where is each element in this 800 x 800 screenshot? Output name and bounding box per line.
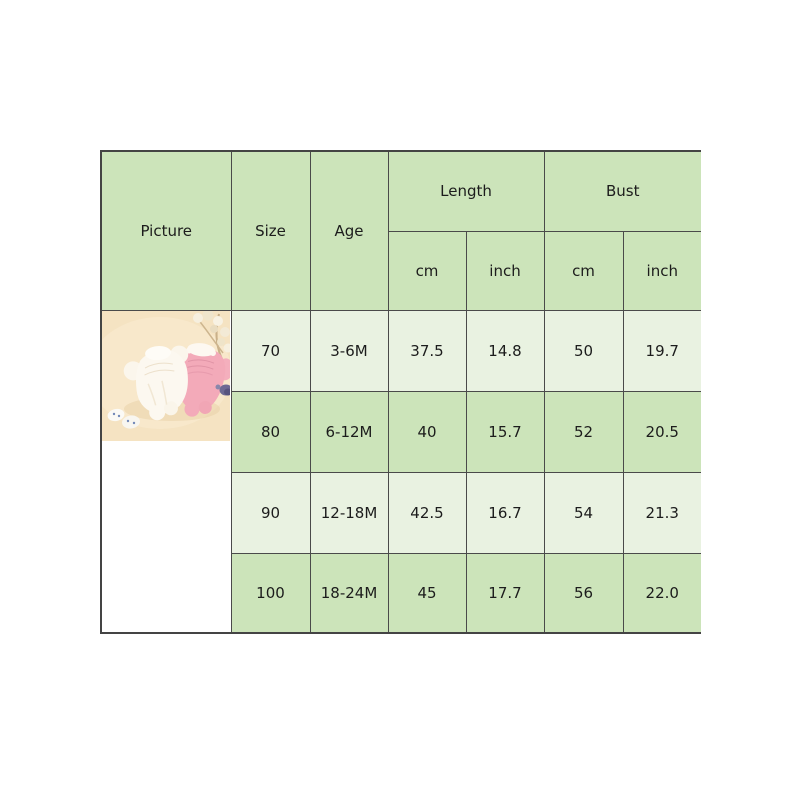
cell-age: 3-6M (309, 309, 389, 392)
header-age: Age (309, 150, 389, 311)
header-length-group: Length (387, 150, 545, 232)
cell-bust-cm: 52 (543, 390, 624, 473)
cell-bust-cm: 56 (543, 552, 624, 634)
baby-rompers-photo (102, 311, 230, 441)
table-row-size-100: 100 18-24M 45 17.7 56 22.0 (101, 552, 701, 634)
cell-age: 12-18M (309, 471, 389, 554)
table-row-size-90: 90 12-18M 42.5 16.7 54 21.3 (101, 471, 701, 554)
cell-size: 80 (230, 390, 311, 473)
cell-length-cm: 45 (387, 552, 467, 634)
cell-bust-inch: 21.3 (622, 471, 701, 554)
cell-bust-cm: 50 (543, 309, 624, 392)
cell-age: 18-24M (309, 552, 389, 634)
header-bust-cm: cm (543, 230, 624, 311)
cell-size: 100 (230, 552, 311, 634)
header-row-units: cm inch cm inch (101, 230, 701, 311)
cell-length-inch: 17.7 (465, 552, 545, 634)
table-row-size-80: 80 6-12M 40 15.7 52 20.5 (101, 390, 701, 473)
baby-shoes (107, 408, 140, 429)
cell-length-cm: 37.5 (387, 309, 467, 392)
header-row-groups: Picture Size Age Length Bust (100, 150, 701, 311)
cell-length-inch: 16.7 (465, 471, 545, 554)
header-size: Size (230, 150, 311, 311)
table-row-size-70: 70 3-6M 37.5 14.8 50 19.7 (100, 309, 701, 634)
white-romper (123, 345, 189, 420)
cell-bust-cm: 54 (543, 471, 624, 554)
cell-age: 6-12M (309, 390, 389, 473)
cell-bust-inch: 20.5 (622, 390, 701, 473)
cell-bust-inch: 19.7 (622, 309, 701, 392)
header-bust-group: Bust (543, 150, 701, 232)
size-chart-table: Picture Size Age Length Bust cm inch cm … (100, 150, 701, 634)
cell-size: 70 (230, 309, 311, 392)
purple-accessory (215, 384, 230, 395)
header-length-cm: cm (387, 230, 467, 311)
header-bust-inch: inch (622, 230, 701, 311)
cell-size: 90 (230, 471, 311, 554)
cell-bust-inch: 22.0 (622, 552, 701, 634)
header-length-inch: inch (465, 230, 545, 311)
pink-romper (170, 342, 230, 417)
cell-length-inch: 15.7 (465, 390, 545, 473)
cell-length-inch: 14.8 (465, 309, 545, 392)
header-picture: Picture (100, 150, 232, 311)
cell-length-cm: 40 (387, 390, 467, 473)
cell-length-cm: 42.5 (387, 471, 467, 554)
product-image-cell (100, 309, 232, 634)
